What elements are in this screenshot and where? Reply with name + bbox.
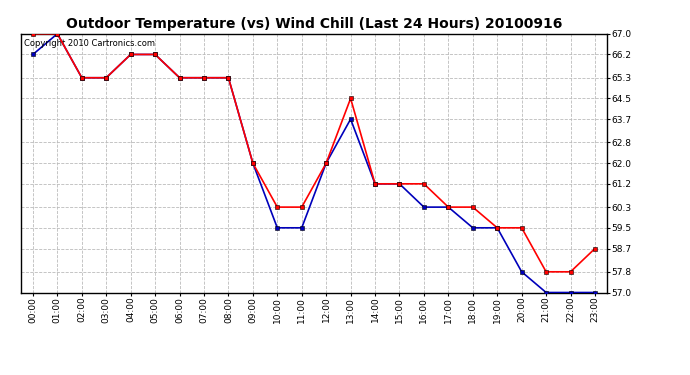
Title: Outdoor Temperature (vs) Wind Chill (Last 24 Hours) 20100916: Outdoor Temperature (vs) Wind Chill (Las… xyxy=(66,17,562,31)
Text: Copyright 2010 Cartronics.com: Copyright 2010 Cartronics.com xyxy=(23,39,155,48)
